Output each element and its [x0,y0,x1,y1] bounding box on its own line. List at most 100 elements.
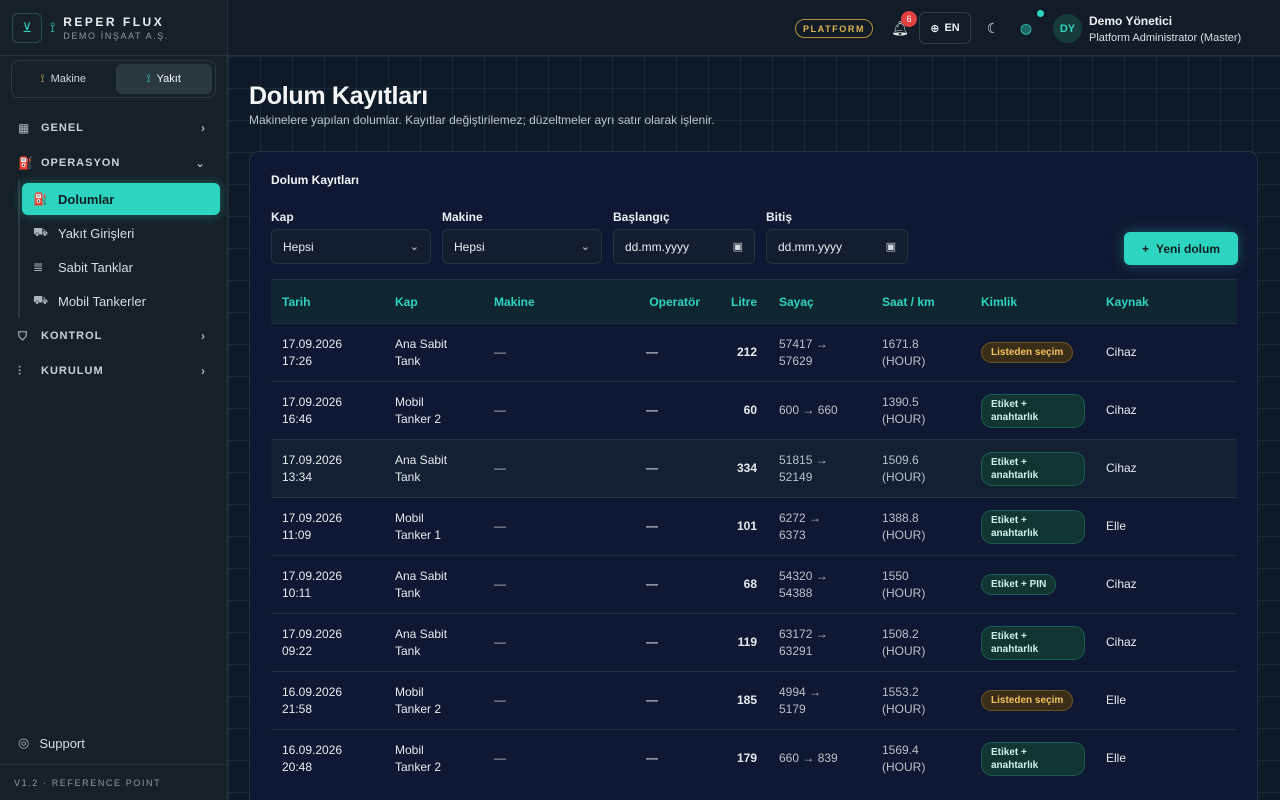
filter-baslangic-label: Başlangıç [613,210,670,224]
nav-group-kurulum[interactable]: ⫶ KURULUM › [0,356,228,386]
table-row[interactable]: 16.09.2026 20:48 Mobil Tanker 2— —179 660 →… [271,729,1237,788]
nav-group-genel[interactable]: ▦ GENEL › [0,113,228,143]
filter-bitis-date[interactable]: dd.mm.yyyy ▣ [766,229,908,264]
cell-makine: — [483,613,635,672]
palette-icon[interactable]: ◍ [1019,19,1033,36]
table-row[interactable]: 17.09.2026 16:46 Mobil Tanker 2— —60 600 → … [271,381,1237,440]
cell-saat: 1550 (HOUR) [871,555,970,614]
cell-kaynak: Cihaz [1095,555,1237,614]
chevron-down-icon: ⌄ [409,241,419,253]
cell-date: 17.09.2026 11:09 [271,497,384,556]
col-tarih[interactable]: Tarih [271,279,384,324]
cell-date: 16.09.2026 21:58 [271,671,384,730]
cell-kap: Ana Sabit Tank [384,439,483,498]
col-makine[interactable]: Makine [483,279,635,324]
col-operator[interactable]: Operatör [635,279,711,324]
nav-group-label: KONTROL [41,330,103,342]
sidebar-item-mobil-tankerler[interactable]: ⛟ Mobil Tankerler [22,285,220,317]
sidebar-item-sabit-tanklar[interactable]: ≣ Sabit Tanklar [22,251,220,283]
table-row[interactable]: 17.09.2026 13:34 Ana Sabit Tank — —334 51815… [271,439,1237,498]
cell-litre: 334 [711,439,768,498]
switch-makine-button[interactable]: ⟟ Makine [15,64,112,94]
new-fill-button[interactable]: + Yeni dolum [1124,232,1238,265]
cell-saat: 1569.4 (HOUR) [871,729,970,788]
cell-sayac: 6272 → 6373 [768,497,871,556]
page-title: Dolum Kayıtları [249,82,428,110]
tanker-truck-icon: ⛟ [33,293,49,307]
filter-kap-select[interactable]: Hepsi ⌄ [271,229,431,264]
cell-operator: — [635,555,711,614]
shield-icon: ⛉ [18,328,29,343]
nav-group-label: KURULUM [41,365,104,377]
filter-makine-select[interactable]: Hepsi ⌄ [442,229,602,264]
cell-kap: Ana Sabit Tank [384,323,483,382]
col-kimlik[interactable]: Kimlik [970,279,1095,324]
cell-kimlik: Etiket + anahtarlık [970,729,1095,788]
calendar-icon[interactable]: ▣ [732,241,743,253]
col-kaynak[interactable]: Kaynak [1095,279,1237,324]
filter-makine-label: Makine [442,210,483,224]
cell-sayac: 57417 → 57629 [768,323,871,382]
cell-kimlik: Etiket + anahtarlık [970,613,1095,672]
cell-litre: 212 [711,323,768,382]
cell-makine: — [483,323,635,382]
cell-operator: — [635,497,711,556]
support-link[interactable]: ◎ Support [0,728,228,758]
table-row[interactable]: 17.09.2026 10:11 Ana Sabit Tank — —68 54320 … [271,555,1237,614]
nav-group-operasyon[interactable]: ⛽ OPERASYON ⌄ [0,148,228,178]
plus-icon: + [1141,241,1149,256]
cell-saat: 1388.8 (HOUR) [871,497,970,556]
language-button[interactable]: ⊕ EN [919,12,971,44]
support-label: Support [39,735,85,751]
calendar-icon[interactable]: ▣ [885,241,896,253]
switch-yakit-button[interactable]: ⟟ Yakıt [115,64,212,94]
nav-group-kontrol[interactable]: ⛉ KONTROL › [0,321,228,351]
col-litre[interactable]: Litre [711,279,768,324]
moon-icon[interactable]: ☾ [986,19,1000,36]
table-row[interactable]: 17.09.2026 11:09 Mobil Tanker 1— —101 6272 … [271,497,1237,556]
version-footer: V1.2 · REFERENCE POINT [0,764,228,800]
main-content: Dolum Kayıtları Makinelere yapılan dolum… [228,56,1280,800]
records-card: Dolum Kayıtları Kap Hepsi ⌄ Makine Hepsi… [249,151,1258,800]
cell-saat: 1671.8 (HOUR) [871,323,970,382]
cell-sayac: 4994 → 5179 [768,671,871,730]
table-row[interactable]: 17.09.2026 17:26 Ana Sabit Tank — —212 57417… [271,323,1237,382]
filter-kap-label: Kap [271,210,294,224]
sliders-icon: ⫶ [18,363,23,378]
cell-makine: — [483,555,635,614]
brand[interactable]: ⊻ ⟟ REPER FLUX DEMO İNŞAAT A.Ş. [0,0,227,56]
chevron-down-icon: ⌄ [580,241,590,253]
col-saat[interactable]: Saat / km [871,279,970,324]
table-row[interactable]: 16.09.2026 21:58 Mobil Tanker 2— —185 4994 … [271,671,1237,730]
sidebar-item-yakit-girisleri[interactable]: ⛟ Yakıt Girişleri [22,217,220,249]
user-name: Demo Yönetici [1089,14,1173,28]
cell-makine: — [483,671,635,730]
cell-kaynak: Cihaz [1095,381,1237,440]
switch-makine-label: Makine [50,73,87,85]
identity-badge: Etiket + anahtarlık [981,451,1085,486]
cell-saat: 1508.2 (HOUR) [871,613,970,672]
grid-icon: ▦ [18,121,31,135]
nav-tree-line [18,180,20,318]
cell-makine: — [483,439,635,498]
cell-kimlik: Listeden seçim [970,323,1095,382]
col-sayac[interactable]: Sayaç [768,279,871,324]
col-kap[interactable]: Kap [384,279,483,324]
avatar[interactable]: DY [1053,14,1082,43]
notification-count-badge: 6 [901,11,917,27]
table-row[interactable]: 17.09.2026 09:22 Ana Sabit Tank — —119 63172… [271,613,1237,672]
cell-sayac: 600 → 660 [768,381,871,440]
cell-kaynak: Cihaz [1095,323,1237,382]
cell-date: 17.09.2026 17:26 [271,323,384,382]
sidebar-item-dolumlar[interactable]: ⛽ Dolumlar [22,183,220,215]
page-subtitle: Makinelere yapılan dolumlar. Kayıtlar de… [249,113,715,127]
new-fill-label: Yeni dolum [1156,241,1221,256]
platform-badge[interactable]: PLATFORM [795,19,873,38]
cell-kaynak: Cihaz [1095,439,1237,498]
filter-baslangic-date[interactable]: dd.mm.yyyy ▣ [613,229,755,264]
sidebar-toggle-icon[interactable]: ⊻ [12,12,42,43]
machine-icon: ⟟ [40,72,45,85]
cell-kimlik: Etiket + anahtarlık [970,381,1095,440]
sidebar-item-label: Mobil Tankerler [58,293,146,309]
globe-icon: ⊕ [930,22,940,35]
